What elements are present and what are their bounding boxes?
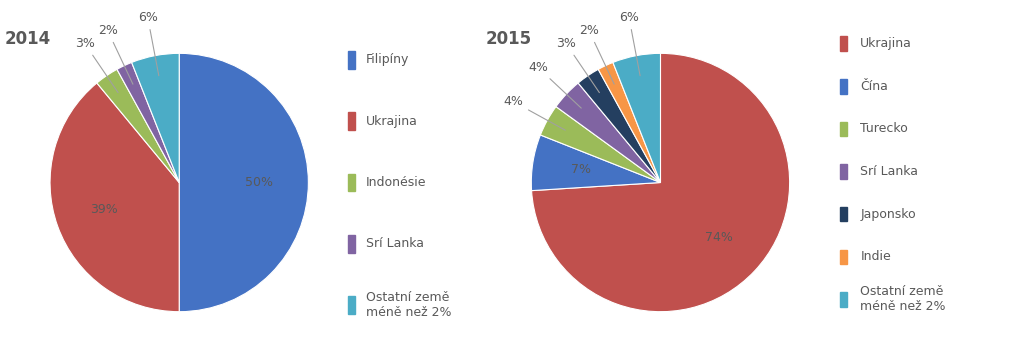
Bar	[841, 250, 847, 264]
Text: 4%: 4%	[528, 61, 582, 108]
Text: 6%: 6%	[620, 11, 640, 76]
Text: 74%: 74%	[705, 231, 733, 244]
Text: Čína: Čína	[860, 80, 888, 93]
Wedge shape	[556, 83, 660, 183]
Text: 6%: 6%	[138, 11, 159, 76]
Bar	[348, 174, 355, 191]
Bar	[841, 122, 847, 136]
Text: Srí Lanka: Srí Lanka	[366, 237, 424, 250]
Bar	[348, 235, 355, 253]
Wedge shape	[531, 53, 790, 312]
Wedge shape	[117, 62, 179, 183]
Text: 2015: 2015	[486, 30, 532, 48]
Wedge shape	[179, 53, 308, 312]
Text: Ukrajina: Ukrajina	[366, 115, 418, 128]
Wedge shape	[541, 107, 660, 183]
Text: Ostatní země
méně než 2%: Ostatní země méně než 2%	[366, 291, 452, 319]
Text: 2%: 2%	[97, 24, 133, 84]
Text: 39%: 39%	[90, 203, 118, 216]
Wedge shape	[50, 83, 179, 312]
Text: Ukrajina: Ukrajina	[860, 37, 912, 50]
Wedge shape	[97, 69, 179, 183]
Wedge shape	[132, 53, 179, 183]
Text: Japonsko: Japonsko	[860, 208, 915, 221]
Text: Filipíny: Filipíny	[366, 53, 410, 66]
Wedge shape	[598, 62, 660, 183]
Bar	[841, 292, 847, 307]
Text: 50%: 50%	[246, 176, 273, 189]
Bar	[348, 296, 355, 314]
Text: Srí Lanka: Srí Lanka	[860, 165, 919, 178]
Bar	[348, 51, 355, 69]
Text: 4%: 4%	[504, 95, 565, 130]
Wedge shape	[579, 69, 660, 183]
Text: 2%: 2%	[579, 24, 614, 84]
Text: 3%: 3%	[75, 37, 118, 93]
Text: 2014: 2014	[5, 30, 51, 48]
Text: 3%: 3%	[556, 37, 599, 93]
Text: 7%: 7%	[571, 164, 592, 177]
Text: Indie: Indie	[860, 250, 891, 263]
Text: Turecko: Turecko	[860, 122, 908, 135]
Bar	[841, 79, 847, 94]
Bar	[841, 164, 847, 179]
Text: Indonésie: Indonésie	[366, 176, 427, 189]
Wedge shape	[531, 135, 660, 191]
Bar	[841, 37, 847, 51]
Bar	[348, 112, 355, 130]
Wedge shape	[613, 53, 660, 183]
Text: Ostatní země
méně než 2%: Ostatní země méně než 2%	[860, 285, 946, 313]
Bar	[841, 207, 847, 221]
